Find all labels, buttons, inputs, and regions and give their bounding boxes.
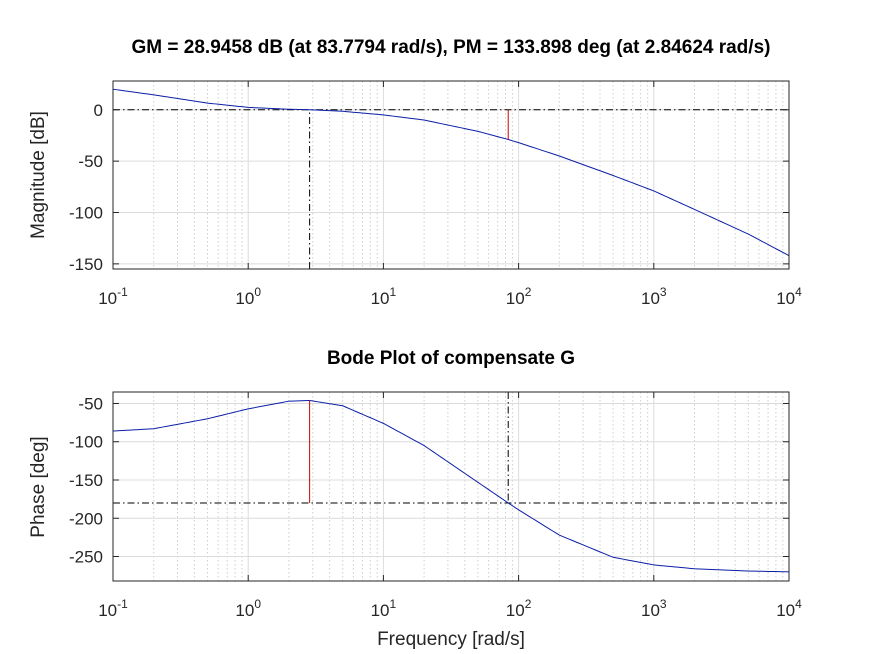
- magnitude-x-tick-label: 101: [371, 285, 397, 308]
- magnitude-axes: 10-1 100 101 102 103 104 0 -50 -100 -150 GM = 28.…: [28, 37, 802, 308]
- phase-axes-frame: [112, 391, 790, 582]
- phase-ticks: 10-1 100 101 102 103 104 -50 -100 -150 -200 -250: [69, 392, 802, 620]
- phase-ylabel: Phase [deg]: [28, 436, 49, 537]
- magnitude-x-tick-label: 104: [776, 285, 802, 308]
- phase-axes-background: [112, 391, 790, 582]
- magnitude-axes-frame: [112, 80, 790, 270]
- phase-reference-lines: [113, 392, 789, 504]
- phase-x-tick-label: 103: [641, 597, 667, 620]
- magnitude-y-tick-label: 0: [94, 101, 103, 120]
- magnitude-curve: [112, 88, 790, 257]
- magnitude-x-tick-label: 103: [641, 285, 667, 308]
- magnitude-title: GM = 28.9458 dB (at 83.7794 rad/s), PM =…: [132, 37, 771, 58]
- magnitude-reference-lines: [113, 109, 789, 269]
- phase-grid: [112, 392, 790, 581]
- phase-y-tick-label: -200: [69, 509, 103, 528]
- magnitude-y-tick-label: -150: [69, 255, 103, 274]
- magnitude-y-tick-label: -50: [78, 152, 103, 171]
- magnitude-ticks: 10-1 100 101 102 103 104 0 -50 -100 -150: [69, 81, 802, 308]
- magnitude-y-tick-label: -100: [69, 203, 103, 222]
- phase-y-tick-label: -250: [69, 548, 103, 567]
- magnitude-axes-background: [112, 80, 790, 270]
- phase-y-tick-label: -50: [78, 394, 103, 413]
- phase-y-tick-label: -150: [69, 471, 103, 490]
- phase-x-tick-label: 104: [776, 597, 802, 620]
- magnitude-x-tick-label: 10-1: [98, 285, 128, 308]
- phase-axes: 10-1 100 101 102 103 104 -50 -100 -150 -200 -250 B…: [28, 348, 802, 650]
- phase-xlabel: Frequency [rad/s]: [377, 629, 525, 650]
- magnitude-ylabel: Magnitude [dB]: [28, 111, 49, 239]
- magnitude-grid: [112, 81, 790, 269]
- phase-x-tick-label: 100: [235, 597, 261, 620]
- phase-curve: [112, 399, 790, 573]
- phase-x-tick-label: 102: [506, 597, 532, 620]
- magnitude-x-tick-label: 100: [235, 285, 261, 308]
- magnitude-x-tick-label: 102: [506, 285, 532, 308]
- phase-x-tick-label: 10-1: [98, 597, 128, 620]
- magnitude-curve-layer: [112, 88, 790, 257]
- phase-x-tick-label: 101: [371, 597, 397, 620]
- phase-title: Bode Plot of compensate G: [327, 348, 575, 369]
- phase-y-tick-label: -100: [69, 433, 103, 452]
- phase-curve-layer: [112, 399, 790, 573]
